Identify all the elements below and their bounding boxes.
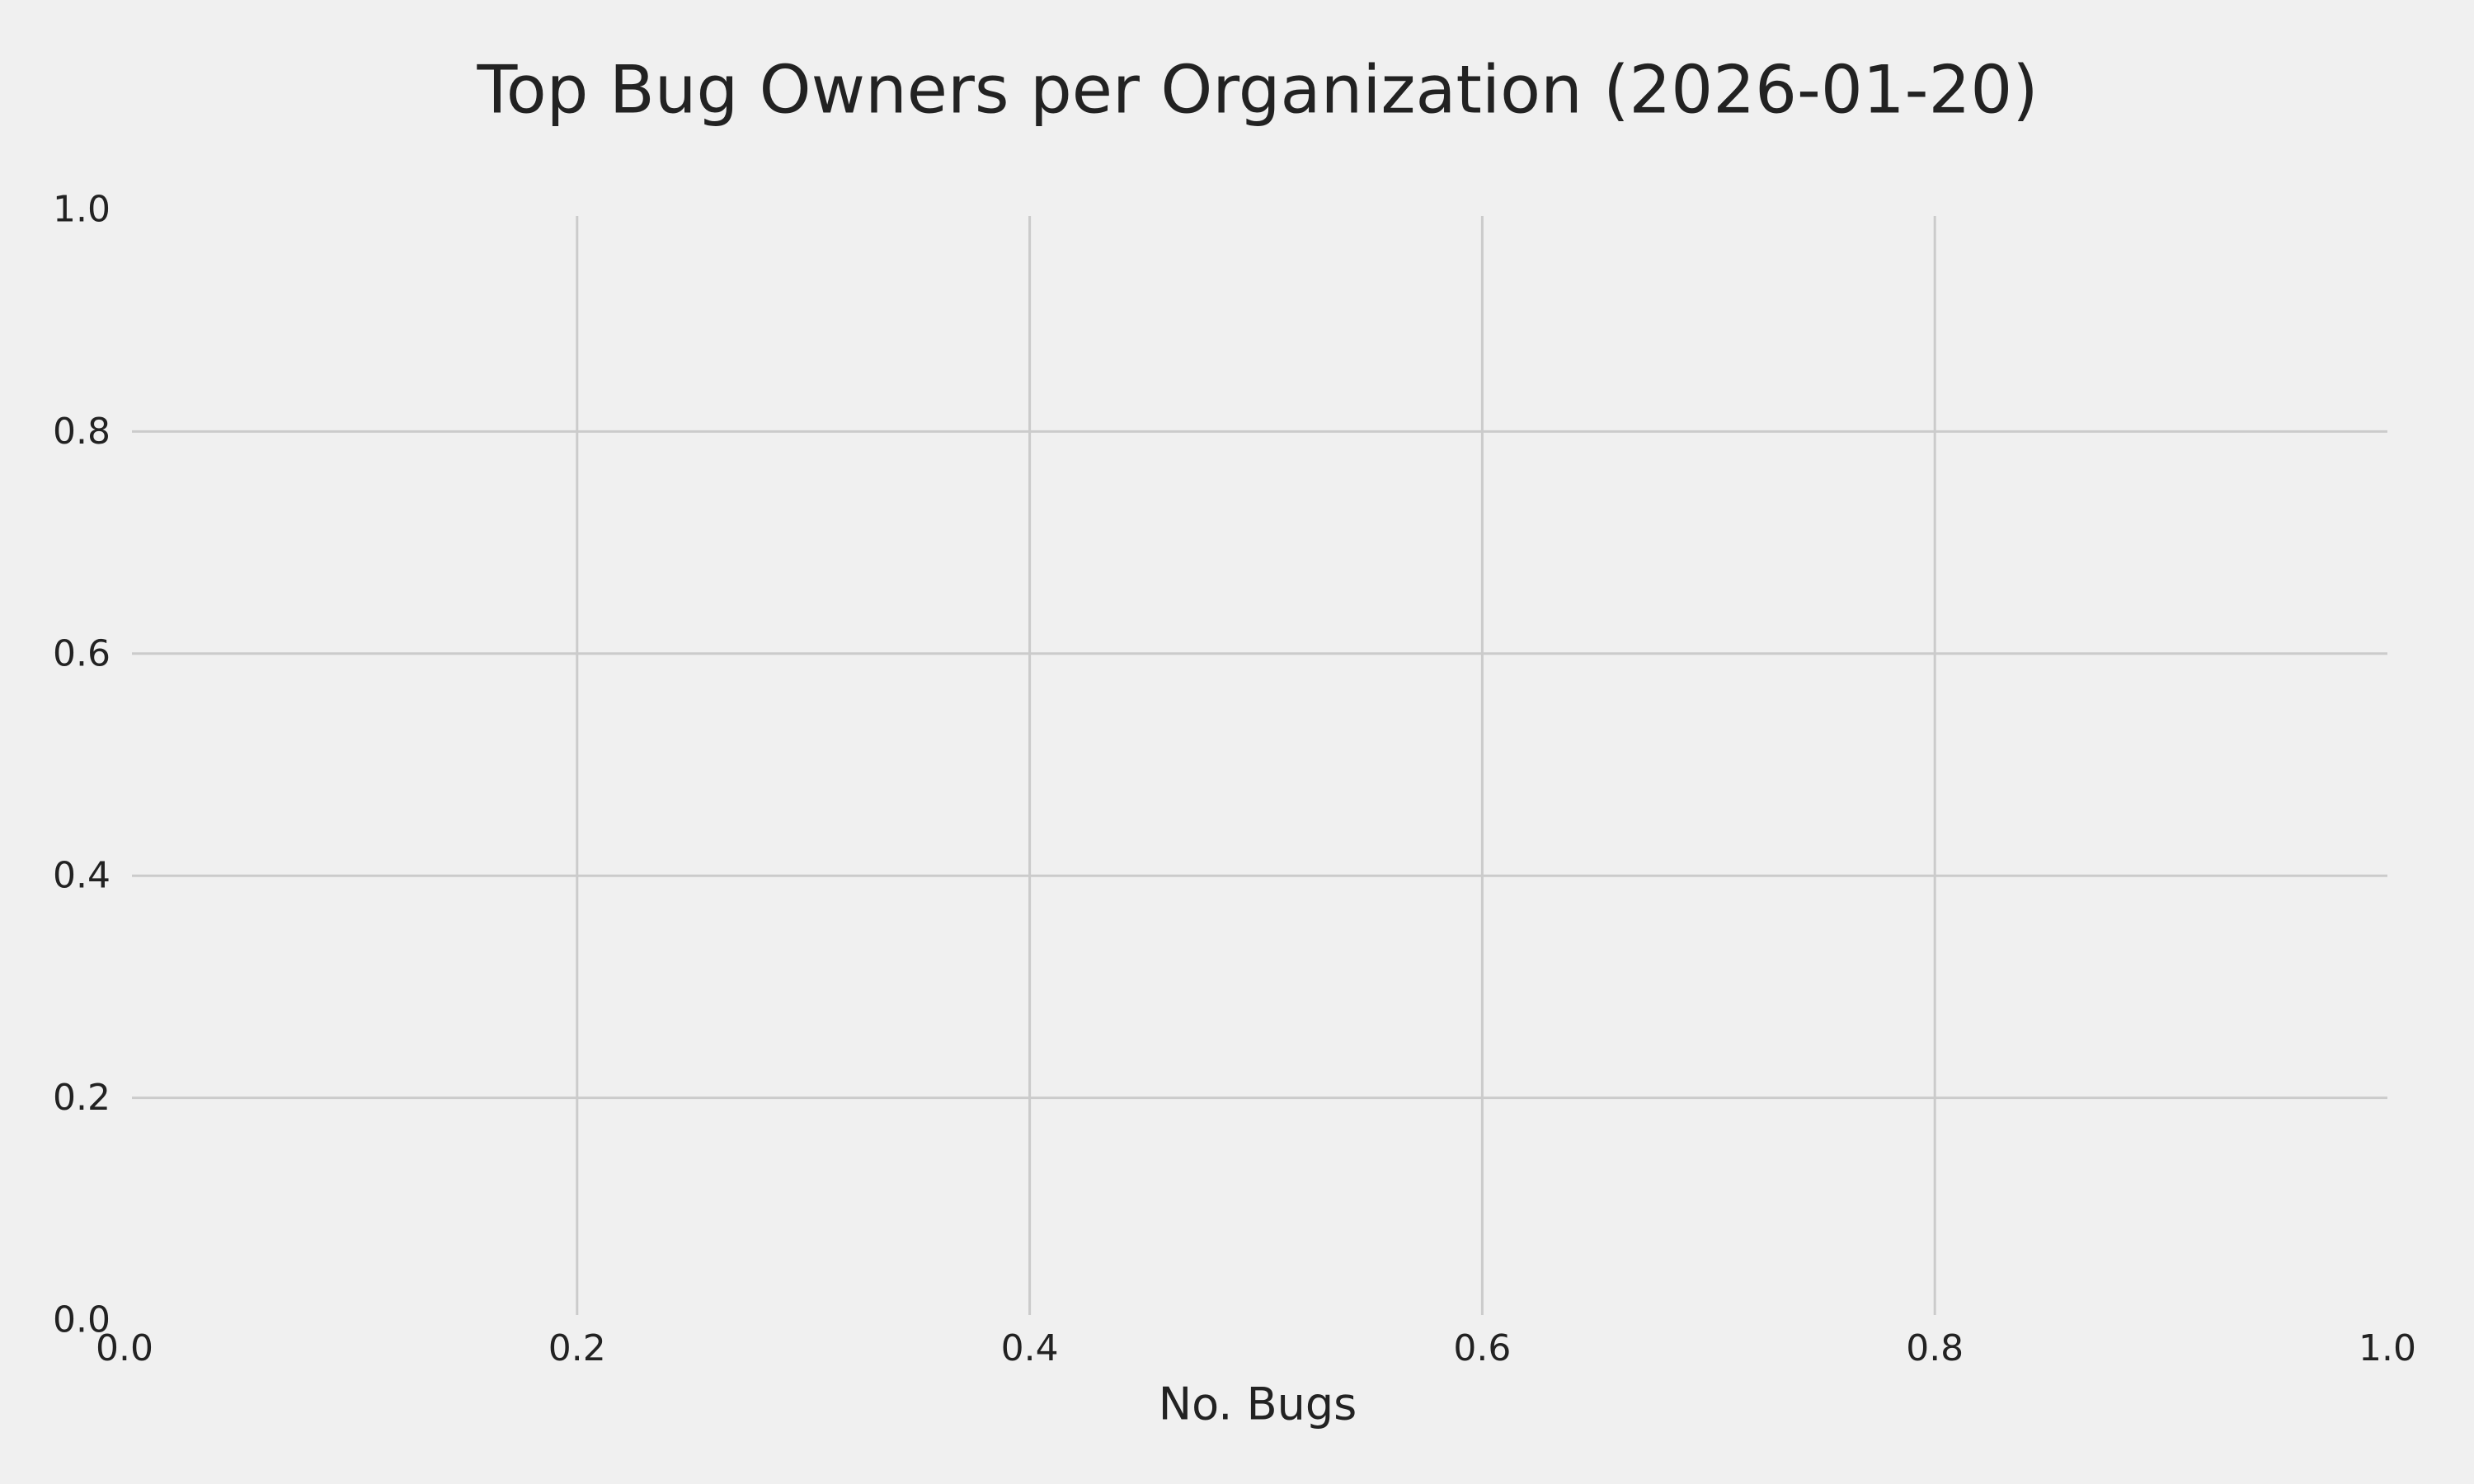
x-axis-ticks: 0.0 0.2 0.4 0.6 0.8 1.0 [96, 1327, 2416, 1369]
y-axis-ticks: 0.0 0.2 0.4 0.6 0.8 1.0 [53, 189, 111, 1341]
x-tick-label: 1.0 [2359, 1327, 2416, 1369]
y-tick-label: 1.0 [53, 189, 111, 231]
grid [132, 216, 2387, 1315]
y-tick-label: 0.8 [53, 411, 111, 453]
x-tick-label: 0.0 [96, 1327, 153, 1369]
y-tick-label: 0.4 [53, 855, 111, 897]
x-tick-label: 0.4 [1001, 1327, 1059, 1369]
chart-title: Top Bug Owners per Organization (2026-01… [476, 52, 2038, 129]
x-tick-label: 0.6 [1453, 1327, 1511, 1369]
y-tick-label: 0.2 [53, 1077, 111, 1119]
x-axis-label: No. Bugs [1159, 1378, 1357, 1430]
y-tick-label: 0.0 [53, 1299, 111, 1341]
x-tick-label: 0.8 [1906, 1327, 1964, 1369]
y-tick-label: 0.6 [53, 632, 111, 674]
x-tick-label: 0.2 [548, 1327, 606, 1369]
